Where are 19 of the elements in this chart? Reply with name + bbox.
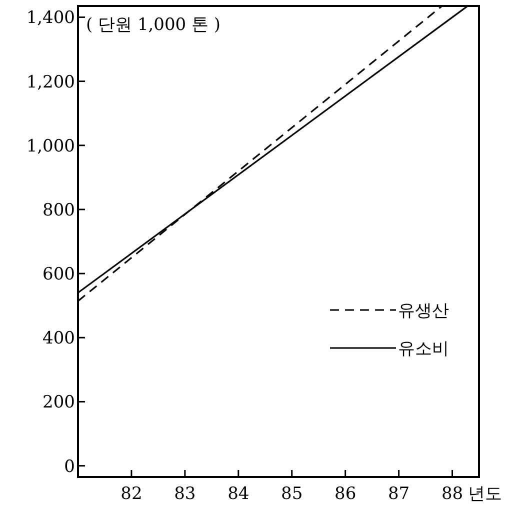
x-tick-label: 82 — [120, 484, 142, 504]
legend-label: 유소비 — [398, 339, 449, 359]
x-tick-label: 85 — [281, 484, 303, 504]
y-tick-label: 1,400 — [26, 8, 75, 28]
y-tick-label: 1,200 — [26, 72, 75, 92]
x-tick-label: 83 — [174, 484, 196, 504]
x-tick-label: 87 — [388, 484, 410, 504]
y-tick-label: 600 — [42, 264, 75, 285]
annotation: ( 단원 1,000 톤 ) — [86, 15, 221, 35]
x-tick-label: 86 — [334, 484, 356, 504]
y-tick-label: 400 — [42, 328, 75, 349]
y-tick-label: 1,000 — [26, 136, 75, 156]
x-tick-label: 88 — [441, 484, 464, 504]
legend-label: 유생산 — [398, 301, 449, 321]
y-tick-label: 0 — [64, 456, 75, 477]
y-tick-label: 800 — [42, 200, 75, 220]
x-axis-title: 년도 — [468, 484, 502, 504]
y-tick-label: 200 — [42, 392, 75, 413]
x-tick-label: 84 — [228, 484, 250, 504]
